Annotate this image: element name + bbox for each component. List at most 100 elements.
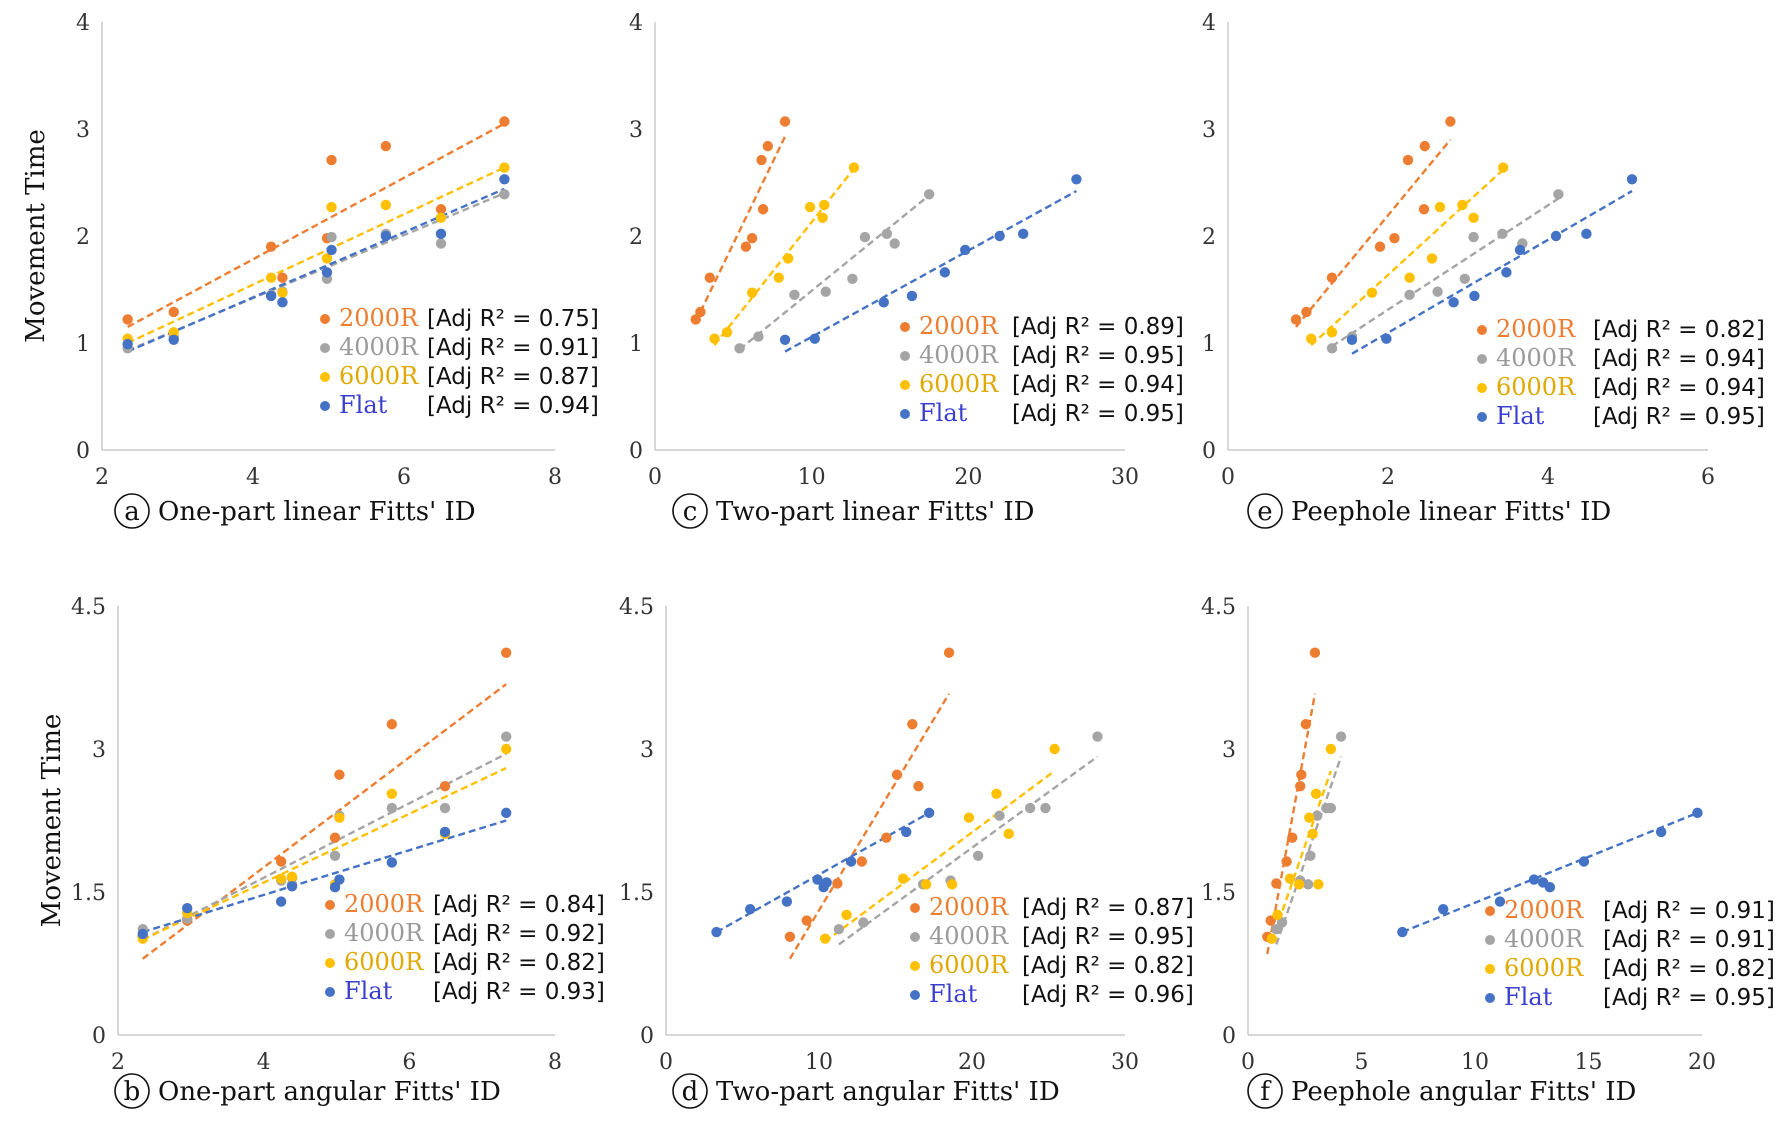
legend-label-4000r: 4000R [929, 922, 1009, 950]
x-tick-label: 10 [798, 465, 826, 490]
data-point-flat [1346, 334, 1358, 345]
data-point-6000r [1404, 272, 1415, 283]
x-tick-label: 20 [954, 465, 982, 490]
y-tick-label: 3 [76, 118, 90, 143]
data-point-flat [960, 244, 971, 256]
data-point-6000r [1003, 828, 1014, 840]
data-point-2000r [168, 306, 179, 318]
legend-label-6000r: 6000R [1504, 954, 1584, 982]
data-point-flat [275, 896, 287, 907]
data-point-flat [845, 856, 857, 867]
data-point-flat [386, 857, 398, 868]
data-point-2000r [1419, 140, 1431, 152]
data-point-2000r [1300, 719, 1312, 730]
panel-letter-circle [1247, 493, 1283, 529]
data-point-flat [1381, 333, 1392, 344]
data-point-4000r [1497, 228, 1508, 240]
chart-panel-e: 0 1 2 3 4 0 2 4 6 e Peephole linear Fitts' ID 2000R… [1202, 11, 1765, 529]
legend-marker-2000r [910, 903, 920, 913]
data-point-6000r [386, 788, 398, 800]
legend-r2-flat: [Adj R² = 0.96] [1022, 982, 1194, 1008]
y-tick-label: 3 [640, 738, 654, 763]
data-point-flat [812, 874, 823, 885]
x-tick-label: 4 [257, 1050, 271, 1075]
data-point-6000r [841, 909, 852, 921]
legend-label-4000r: 4000R [339, 333, 419, 361]
y-tick-label: 3 [629, 118, 643, 143]
legend-label-2000r: 2000R [1504, 896, 1584, 924]
data-point-6000r [1304, 812, 1315, 823]
data-point-2000r [380, 140, 392, 152]
legend-marker-4000r [1477, 354, 1487, 364]
data-point-flat [1397, 926, 1408, 938]
data-point-6000r [380, 199, 392, 211]
y-axis-title: Movement Time [21, 129, 51, 343]
legend-label-flat: Flat [929, 980, 978, 1008]
data-point-4000r [386, 802, 398, 814]
data-point-6000r [897, 873, 909, 884]
data-point-flat [1550, 230, 1562, 242]
y-tick-label: 3 [1202, 118, 1216, 143]
legend-label-2000r: 2000R [929, 893, 1009, 921]
data-point-2000r [439, 780, 451, 792]
y-tick-label: 2 [1202, 225, 1216, 250]
data-point-2000r [1374, 241, 1386, 252]
legend-marker-6000r [1485, 964, 1495, 974]
data-point-2000r [913, 780, 924, 792]
y-tick-label: 0 [92, 1024, 106, 1049]
data-point-flat [265, 290, 277, 302]
legend-label-2000r: 2000R [339, 304, 419, 332]
chart-panel-b: 0 1.5 3 4.5 2 4 6 8 Movement Time b One-part angul… [37, 595, 605, 1109]
trendline-flat [715, 811, 930, 934]
data-point-2000r [334, 769, 345, 780]
x-tick-label: 0 [1221, 465, 1235, 490]
data-point-4000r [1312, 810, 1323, 821]
data-point-4000r [789, 289, 800, 301]
data-point-flat [181, 903, 193, 914]
legend-label-flat: Flat [919, 399, 968, 427]
legend-label-6000r: 6000R [344, 948, 424, 976]
data-point-flat [168, 334, 179, 345]
data-point-4000r [1468, 231, 1479, 243]
y-tick-label: 0 [1202, 439, 1216, 464]
trendline-2000r [1295, 138, 1452, 328]
x-tick-label: 6 [1701, 465, 1715, 490]
legend-r2-flat: [Adj R² = 0.95] [1603, 985, 1775, 1011]
data-point-2000r [907, 719, 918, 730]
legend-marker-6000r [900, 380, 910, 390]
legend-r2-4000r: [Adj R² = 0.94] [1593, 346, 1765, 372]
x-tick-label: 20 [958, 1050, 986, 1075]
legend-marker-flat [900, 409, 910, 419]
legend-marker-6000r [1477, 383, 1487, 393]
data-point-4000r [1459, 273, 1471, 284]
data-point-6000r [819, 933, 831, 944]
data-point-2000r [1265, 915, 1276, 926]
data-point-flat [994, 230, 1005, 242]
legend-marker-4000r [1485, 935, 1495, 945]
panel-letter: d [682, 1077, 699, 1107]
data-point-flat [1528, 874, 1540, 885]
trendline-4000r [838, 755, 1099, 946]
data-point-6000r [275, 873, 287, 884]
data-point-4000r [435, 238, 447, 249]
y-tick-label: 4 [1202, 11, 1216, 36]
data-point-4000r [1553, 189, 1564, 200]
panel-letter-circle [672, 1073, 708, 1109]
data-point-flat [122, 338, 133, 350]
data-point-2000r [329, 832, 341, 843]
data-point-2000r [435, 204, 447, 215]
panel-letter-circle [672, 493, 708, 529]
data-point-flat [923, 807, 935, 819]
legend-r2-flat: [Adj R² = 0.93] [433, 979, 605, 1005]
legend-label-6000r: 6000R [1496, 373, 1576, 401]
legend-r2-4000r: [Adj R² = 0.91] [1603, 927, 1775, 953]
data-point-2000r [1301, 306, 1312, 318]
y-tick-label: 1 [1202, 332, 1216, 357]
data-point-6000r [435, 212, 447, 224]
data-point-4000r [820, 286, 831, 297]
chart-panel-f: 0 1.5 3 4.5 0 5 10 15 20 f Peephole angular Fitts'… [1201, 595, 1775, 1109]
data-point-4000r [1040, 802, 1051, 814]
data-point-flat [1017, 228, 1029, 240]
data-point-4000r [1326, 343, 1338, 354]
data-point-2000r [856, 856, 868, 867]
